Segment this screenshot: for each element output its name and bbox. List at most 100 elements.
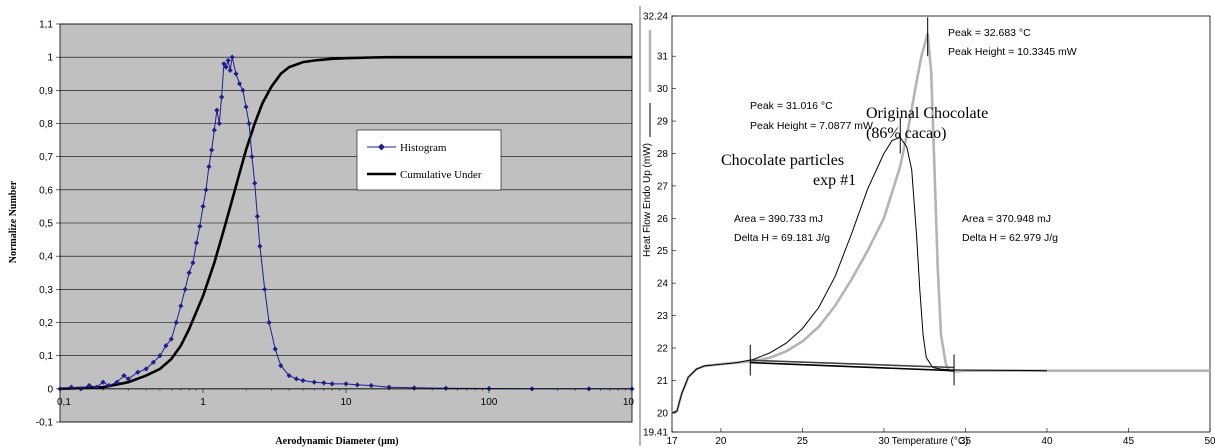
y-tick-label: 28 [657,149,669,160]
y-tick-label: 27 [657,181,669,192]
histogram-point [221,61,227,67]
histogram-point [278,363,284,369]
histogram-point [354,382,360,388]
y-tick-label: 0,9 [39,86,53,97]
legend-box [356,129,502,191]
histogram-point [125,376,131,382]
y-tick-label: 1 [47,53,53,64]
histogram-point [368,382,374,389]
left-x-axis-label: Aerodynamic Diameter (µm) [275,436,398,447]
x-tick-label: 20 [715,436,727,447]
y-tick-label: 0,7 [39,152,53,163]
histogram-point [150,359,157,365]
x-tick-label: 0,1 [57,397,71,408]
y-tick-label: 23 [657,311,669,322]
chocolate-particles-exp-label: exp #1 [813,172,856,189]
histogram-point [246,120,252,127]
y-tick-label: 0,1 [39,351,53,362]
histogram-point [243,104,249,110]
histogram-point [286,372,292,379]
histogram-point [233,71,239,77]
integration-baseline [750,359,955,369]
right-series-group [671,17,1210,415]
x-tick-label: 10 [623,397,635,408]
histogram-point [193,240,200,246]
histogram-point [178,303,184,309]
histogram-point [135,369,141,375]
particle-size-chart: -0,1 0 0,1 0,2 0,3 0,4 0,5 0,6 0,7 0,8 0,9 1 1,1 0,1 1… [8,20,635,447]
histogram-point [68,384,74,390]
original-chocolate-cacao-label: (86% cacao) [866,125,946,142]
histogram-point [227,67,233,74]
peak-gray-height-annotation: Peak Height = 10.3345 mW [948,46,1077,58]
y-tick-label: 25 [657,246,669,257]
integration-baseline [750,361,955,372]
x-tick-label: 10 [340,397,352,408]
x-tick-label: 45 [1123,436,1135,447]
histogram-point [262,286,268,292]
histogram-point [254,213,260,219]
histogram-point [293,376,300,382]
y-tick-label: 21 [657,376,669,387]
histogram-point [443,385,449,391]
legend-histogram-marker [378,143,385,151]
y-tick-label: 31 [657,52,669,63]
area-gray-annotation: Area = 370.948 mJ [962,213,1051,225]
peak-black-height-annotation: Peak Height = 7.0877 mW [750,120,873,132]
histogram-point [229,54,235,60]
legend-cumulative-label: Cumulative Under [400,169,482,181]
x-tick-label: 17 [666,436,678,447]
histogram-point [216,120,222,127]
left-axes [56,23,633,423]
chocolate-particles-label: Chocolate particles [721,152,844,169]
histogram-point [86,382,92,389]
x-tick-label: 40 [1041,436,1053,447]
histogram-point [157,353,163,359]
area-black-annotation: Area = 390.733 mJ [734,213,823,225]
y-tick-label: 0,2 [39,318,53,329]
y-tick-label: 0,8 [39,119,53,130]
left-legend: Histogram Cumulative Under [356,129,502,191]
histogram-point [121,372,127,379]
histogram-point [219,94,225,100]
x-tick-label: 1 [200,397,206,408]
histogram-point [206,164,212,170]
left-y-axis-label: Normalize Number [8,180,19,263]
histogram-point [200,203,206,210]
y-tick-label: 20 [657,408,669,419]
histogram-point [386,384,392,390]
histogram-point [300,377,306,384]
histogram-point [240,87,246,93]
y-tick-label: 24 [657,279,669,290]
histogram-point [168,336,174,342]
y-tick-label: 26 [657,214,669,225]
x-tick-label: 50 [1204,436,1215,447]
histogram-point [182,286,188,292]
histogram-point [211,127,217,133]
histogram-point [225,57,231,64]
peak-gray-temp-annotation: Peak = 32.683 °C [948,27,1031,39]
x-tick-label: 100 [481,397,498,408]
y-tick-label: 0,5 [39,219,53,230]
histogram-point [190,260,196,266]
histogram-point [272,346,278,352]
right-tick-labels: 19.41 20 21 22 23 24 25 26 27 28 29 30 31 32.24 17 20 25… [643,12,1215,448]
histogram-point [249,154,255,160]
left-series-group [57,54,635,392]
dsc-thermogram-chart: 19.41 20 21 22 23 24 25 26 27 28 29 30 31 32.24 17 20 25… [642,12,1215,448]
x-tick-label: 25 [797,436,809,447]
legend-histogram-label: Histogram [400,142,447,154]
y-tick-label: 19.41 [643,428,668,439]
histogram-point [236,81,243,87]
histogram-point [114,379,120,385]
y-tick-label: -0,1 [36,418,54,429]
histogram-point [329,381,335,387]
y-tick-label: 32.24 [643,12,668,23]
delta-h-black-annotation: Delta H = 69.181 J/g [734,232,830,244]
histogram-point [203,187,209,193]
histogram-point [343,381,349,387]
histogram-point [223,64,229,70]
y-tick-label: 1,1 [39,20,53,31]
left-tick-labels: -0,1 0 0,1 0,2 0,3 0,4 0,5 0,6 0,7 0,8 0,9 1 1,1 0,1 1… [36,20,635,429]
